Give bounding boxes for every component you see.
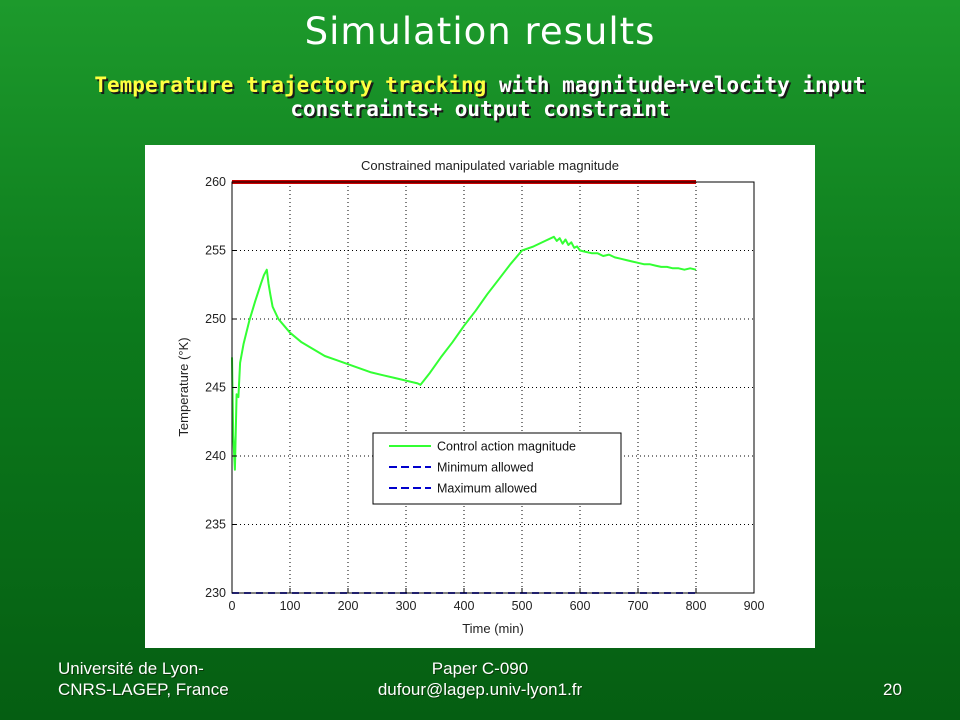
legend-label: Minimum allowed bbox=[437, 461, 534, 475]
x-tick-label: 900 bbox=[744, 599, 765, 613]
footer-paper-info: Paper C-090 dufour@lagep.univ-lyon1.fr bbox=[330, 658, 630, 700]
footer-center-line-2: dufour@lagep.univ-lyon1.fr bbox=[377, 680, 583, 699]
y-tick-label: 260 bbox=[205, 175, 226, 189]
plot-frame bbox=[231, 181, 755, 594]
y-tick-label: 255 bbox=[205, 244, 226, 258]
y-tick-label: 235 bbox=[205, 518, 226, 532]
x-tick-label: 800 bbox=[686, 599, 707, 613]
series-line-control-action-magnitude bbox=[231, 235, 697, 471]
footer-center-line-1: Paper C-090 bbox=[431, 659, 529, 678]
x-tick-label: 600 bbox=[570, 599, 591, 613]
chart-grid bbox=[232, 182, 754, 593]
chart-axes bbox=[231, 181, 755, 594]
x-tick-label: 500 bbox=[512, 599, 533, 613]
subtitle-highlight: Temperature trajectory tracking bbox=[94, 73, 487, 97]
chart-panel: 0 100 200 300 400 500 600 700 800 900 230 235 240 245… bbox=[145, 145, 815, 648]
legend-label: Maximum allowed bbox=[437, 482, 537, 496]
legend-label: Control action magnitude bbox=[437, 440, 576, 454]
subtitle-rest: with magnitude+velocity input bbox=[486, 73, 866, 97]
chart-title: Constrained manipulated variable magnitu… bbox=[361, 158, 619, 173]
footer-left-line-1: Université de Lyon- bbox=[58, 659, 204, 678]
y-tick-label: 230 bbox=[205, 586, 226, 600]
x-tick-label: 700 bbox=[628, 599, 649, 613]
x-tick-label: 200 bbox=[338, 599, 359, 613]
y-tick-label: 245 bbox=[205, 381, 226, 395]
page-number: 20 bbox=[883, 680, 902, 699]
slide-title: Simulation results bbox=[304, 10, 656, 53]
footer-left-line-2: CNRS-LAGEP, France bbox=[58, 680, 229, 699]
chart-y-axis-label: Temperature (°K) bbox=[176, 337, 191, 436]
x-tick-label: 300 bbox=[396, 599, 417, 613]
chart-x-axis-label: Time (min) bbox=[462, 621, 524, 636]
x-tick-label: 100 bbox=[280, 599, 301, 613]
slide-subtitle: Temperature trajectory tracking with mag… bbox=[20, 73, 940, 121]
chart-svg: 0 100 200 300 400 500 600 700 800 900 230 235 240 245… bbox=[176, 158, 764, 636]
y-tick-label: 240 bbox=[205, 449, 226, 463]
chart-legend: Control action magnitude Minimum allowed M… bbox=[372, 432, 622, 505]
x-tick-label: 400 bbox=[454, 599, 475, 613]
legend-box bbox=[372, 432, 622, 505]
y-tick-label: 250 bbox=[205, 312, 226, 326]
chart-tick-labels: 0 100 200 300 400 500 600 700 800 900 230 235 240 245… bbox=[205, 175, 764, 613]
x-tick-label: 0 bbox=[229, 599, 236, 613]
subtitle-line-2: constraints+ output constraint bbox=[290, 97, 670, 121]
footer-affiliation: Université de Lyon- CNRS-LAGEP, France bbox=[58, 658, 229, 700]
